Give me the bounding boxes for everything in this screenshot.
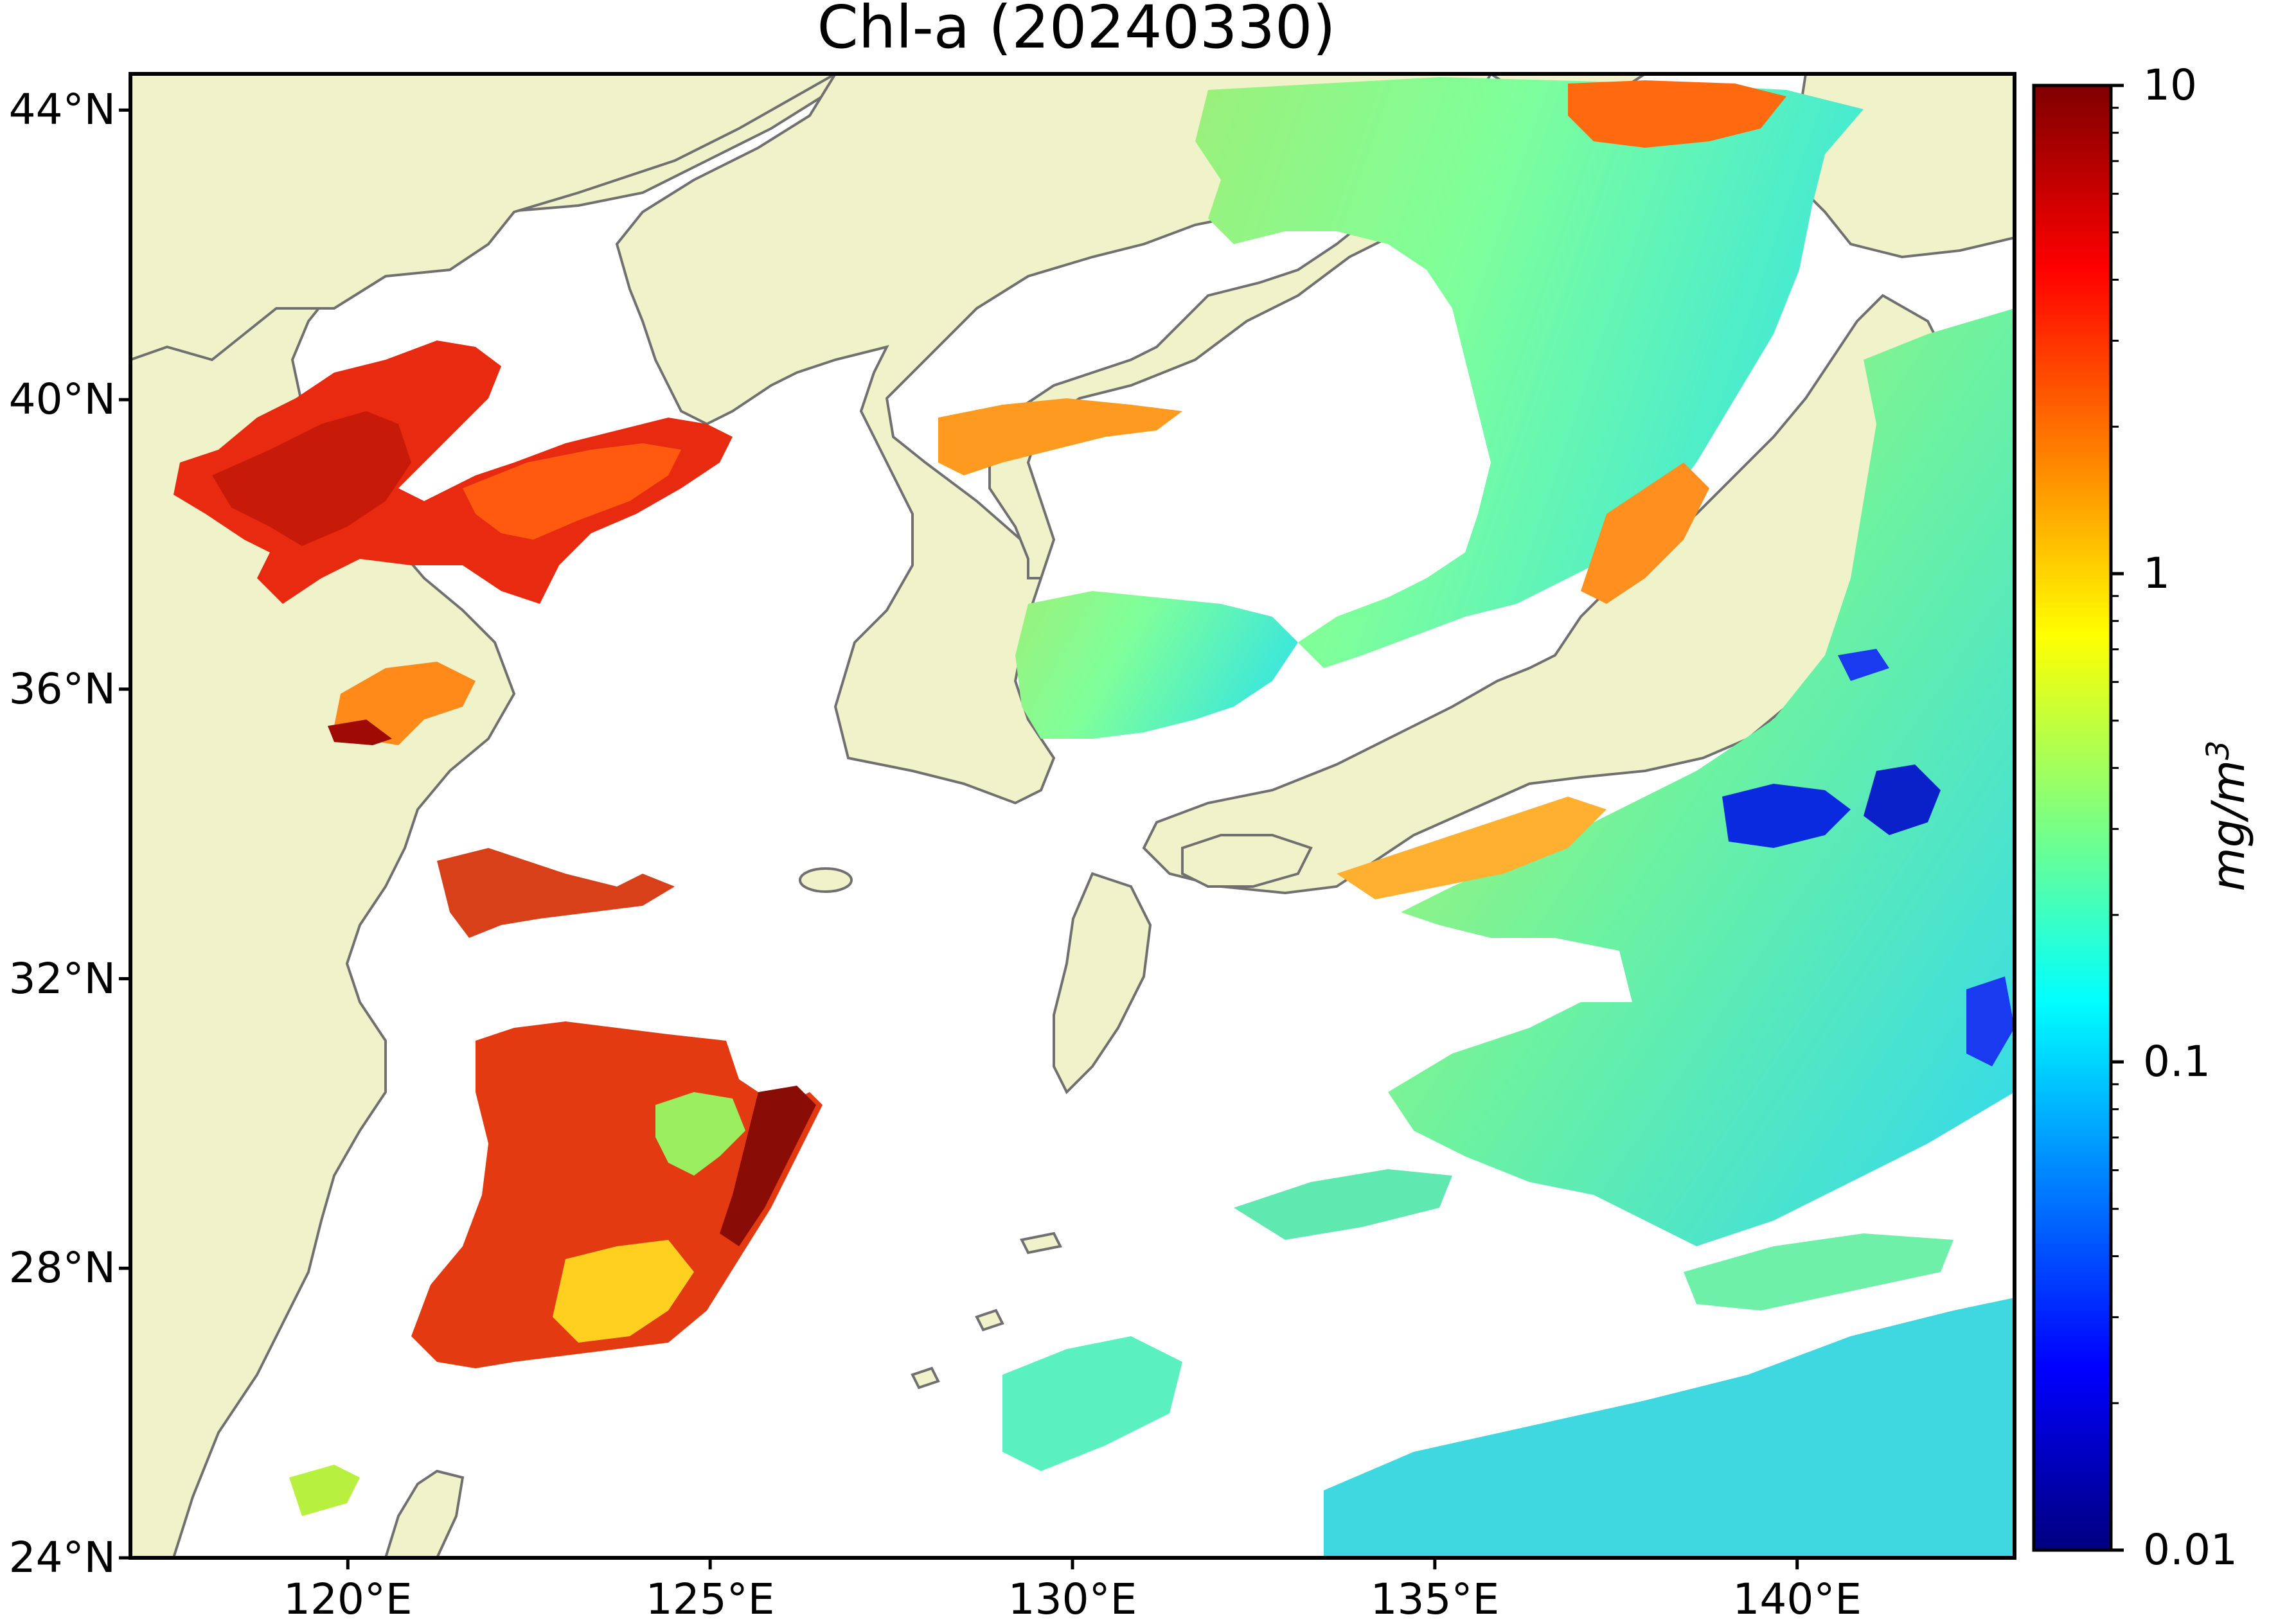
lat-tick-label-24: 24°N	[8, 1533, 116, 1582]
lat-tick-label-44: 44°N	[8, 85, 116, 135]
lat-tick-label-28: 28°N	[8, 1243, 116, 1293]
chla-korea-south	[1015, 591, 1298, 739]
lat-tick-label-36: 36°N	[8, 664, 116, 714]
land-taiwan	[384, 1469, 465, 1558]
colorbar-unit-exponent: 3	[2200, 740, 2236, 761]
land-bohai-north	[130, 74, 839, 362]
lon-tick-label-135: 135°E	[1370, 1575, 1500, 1624]
chla-yellow-sea-north-core	[328, 719, 392, 745]
colorbar-tick-label-0.01: 0.01	[2143, 1525, 2238, 1575]
chla-taiwan-strait	[289, 1465, 360, 1516]
longitude-ticks	[346, 1558, 1799, 1569]
chla-sea-of-japan-north	[1568, 80, 1786, 148]
chla-pacific-blue	[1722, 784, 1851, 848]
chla-yangtze	[437, 848, 675, 938]
chla-south-patch-1	[1234, 1169, 1452, 1240]
land-kyushu	[1053, 872, 1152, 1095]
lon-tick-label-125: 125°E	[645, 1575, 775, 1624]
latitude-ticks	[119, 108, 130, 1560]
chla-pacific-east	[1388, 308, 2015, 1246]
chla-sea-of-japan	[1195, 77, 1864, 668]
chla-pacific-blue-2	[1864, 764, 1941, 835]
lat-tick-label-40: 40°N	[8, 375, 116, 425]
chla-pacific-blue-3	[1966, 976, 2015, 1066]
colorbar-tick-label-10: 10	[2143, 60, 2197, 110]
land-korea	[615, 74, 1493, 805]
land-shikoku	[1181, 834, 1313, 888]
land-jeju	[799, 867, 853, 893]
lon-tick-label-120: 120°E	[283, 1575, 413, 1624]
colorbar-ticks	[2111, 84, 2124, 1552]
chla-south-patch-4	[1684, 1233, 1953, 1311]
lon-tick-label-140: 140°E	[1732, 1575, 1862, 1624]
chla-korea-west	[938, 398, 1182, 475]
chla-ecs-inner	[553, 1240, 694, 1343]
chla-data-layer	[174, 77, 2015, 1558]
chla-ecs-dark	[720, 1086, 816, 1246]
colorbar	[2032, 84, 2113, 1552]
chla-japan-coast	[1581, 463, 1709, 604]
lon-tick-label-130: 130°E	[1008, 1575, 1137, 1624]
colorbar-unit-label: mg/m3	[2196, 740, 2255, 892]
chla-south-patch-3	[1324, 1298, 2015, 1558]
lat-tick-label-32: 32°N	[8, 953, 116, 1003]
land-ryukyu	[911, 1231, 1062, 1390]
chla-pacific-blue-4	[1838, 649, 1889, 681]
chla-japan-south-coast	[1337, 797, 1606, 899]
chla-bohai-east	[463, 443, 681, 540]
chla-bohai-core	[212, 411, 411, 546]
map-title: Chl-a (20240330)	[817, 0, 1336, 62]
chla-ecs-green	[655, 1092, 745, 1176]
colorbar-unit: mg/m	[2202, 760, 2256, 892]
chla-south-patch-2	[1002, 1336, 1182, 1471]
colorbar-tick-label-1: 1	[2143, 549, 2170, 598]
colorbar-tick-label-0.1: 0.1	[2143, 1037, 2211, 1086]
